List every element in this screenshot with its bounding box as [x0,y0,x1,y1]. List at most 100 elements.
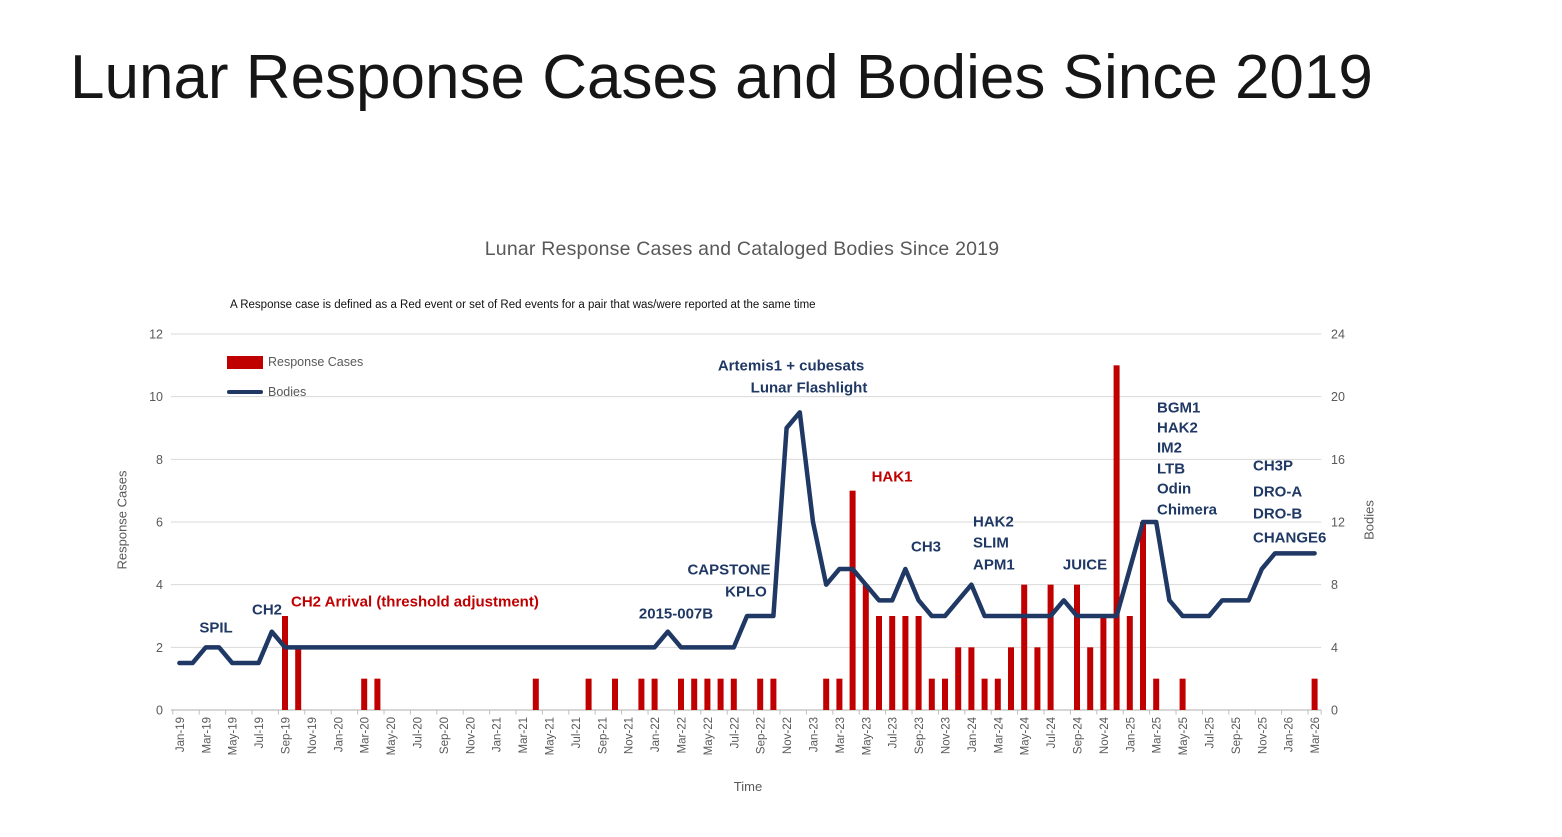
x-axis-tick-label: Jan-25 [1125,717,1137,752]
x-axis-tick-label: Sep-19 [281,717,293,754]
x-axis-tick-label: Mar-23 [835,717,847,753]
x-axis-tick-label: Mar-22 [677,717,689,753]
right-axis-tick-label: 16 [1331,453,1345,467]
chart-annotation: KPLO [725,583,767,601]
response-cases-bar [836,678,843,710]
x-axis-tick-label: Jan-22 [650,717,662,752]
chart-legend: Response Cases Bodies [227,355,363,399]
chart-annotation: Odin [1157,480,1192,498]
response-cases-bar [1034,647,1041,710]
response-cases-bar [955,647,962,710]
chart-annotation: APM1 [973,556,1015,574]
x-axis-tick-label: Sep-22 [756,717,768,754]
left-axis-tick-label: 10 [149,390,163,404]
response-cases-bar [994,678,1001,710]
right-axis-tick-label: 20 [1331,390,1345,404]
response-cases-bar [849,490,856,710]
chart-annotation: 2015-007B [638,605,714,623]
legend-item-response-cases: Response Cases [227,355,363,369]
right-axis-tick-label: 4 [1331,641,1338,655]
right-axis-tick-label: 24 [1331,328,1345,342]
response-cases-bar [823,678,830,710]
chart-annotation: CH2 Arrival (threshold adjustment) [291,593,539,611]
x-axis-tick-label: Jul-21 [571,717,583,748]
x-axis-tick-label: Nov-24 [1099,716,1111,754]
left-axis-title: Response Cases [114,470,130,570]
chart-annotation: HAK2 [973,513,1014,531]
x-axis-tick-label: Mar-25 [1152,717,1164,753]
chart-annotation: DRO-A [1253,483,1303,501]
x-axis-tick-label: May-20 [386,717,398,755]
chart-annotation: IM2 [1157,439,1183,457]
right-axis-tick-label: 8 [1331,578,1338,592]
response-cases-bar [691,678,698,710]
response-cases-bar [1126,616,1133,710]
x-axis-tick-label: Sep-20 [439,717,451,754]
x-axis-tick-label: Mar-20 [360,717,372,753]
x-axis-tick-label: Jul-22 [729,717,741,748]
response-cases-bar [1100,616,1107,710]
response-cases-bar [1140,522,1146,710]
x-axis-tick-label: Jan-19 [175,717,187,752]
response-cases-bar [612,678,618,710]
x-axis-tick-label: Jul-24 [1046,716,1058,748]
response-cases-bar [1047,584,1054,710]
x-axis-tick-label: Mar-21 [518,717,530,753]
x-axis-tick-label: May-24 [1020,716,1032,755]
response-cases-bar [651,678,658,710]
x-axis-tick-label: Sep-24 [1073,716,1085,754]
response-cases-bar [1153,678,1160,710]
response-cases-bar [295,647,302,710]
x-axis-tick-label: May-22 [703,717,715,755]
left-axis-tick-label: 8 [156,453,163,467]
chart-note: A Response case is defined as a Red even… [230,299,816,311]
response-cases-bar [1087,647,1094,710]
response-cases-bar [704,678,711,710]
x-axis-tick-label: Jan-21 [492,717,504,752]
response-cases-bar [889,616,896,710]
right-axis-tick-label: 0 [1331,704,1338,718]
x-axis-tick-label: Jul-19 [254,717,266,748]
x-axis-tick-label: Jan-23 [809,717,821,752]
chart-annotation: CH3P [1253,457,1294,475]
legend-item-bodies: Bodies [227,385,363,399]
response-cases-bar [532,678,539,710]
response-cases-bar [876,616,882,710]
response-cases-bar [915,616,922,710]
response-cases-bar [361,678,368,710]
response-cases-bar [1021,584,1028,710]
chart-annotation: CH2 [251,601,283,619]
chart-annotation: SPIL [199,619,233,637]
response-cases-bar [1074,584,1080,710]
response-cases-bar [282,616,288,710]
line-swatch-icon [227,389,263,395]
x-axis-tick-label: Nov-19 [307,717,319,754]
right-axis-title: Bodies [1361,500,1377,540]
legend-label: Response Cases [268,355,364,369]
chart-annotation: CHANGE6 [1253,529,1327,547]
x-axis-tick-label: Mar-19 [201,717,213,753]
response-cases-bar [942,678,948,710]
right-axis-tick-label: 12 [1331,516,1345,530]
response-cases-bar [862,584,869,710]
chart-annotation: LTB [1157,460,1186,478]
chart-title: Lunar Response Cases and Cataloged Bodie… [484,238,1000,260]
left-axis-tick-label: 6 [156,516,163,530]
response-cases-bar [1113,365,1120,710]
left-axis-tick-label: 2 [156,641,163,655]
bodies-line [177,410,1317,666]
response-cases-bar [717,678,724,710]
response-cases-bar [1311,678,1318,710]
x-axis-tick-label: Mar-24 [993,716,1005,753]
page-title: Lunar Response Cases and Bodies Since 20… [70,43,1373,112]
x-axis-tick-label: Jul-20 [413,717,425,748]
left-axis-tick-label: 4 [156,578,163,592]
legend-label: Bodies [268,385,307,399]
x-axis-tick-label: May-23 [861,717,873,755]
x-axis-tick-label: Sep-23 [914,717,926,754]
response-cases-bar [757,678,764,710]
x-axis-tick-label: Nov-23 [941,717,953,754]
response-cases-bar [678,678,684,710]
x-axis-tick-label: Mar-26 [1310,717,1322,753]
chart-annotation: CAPSTONE [687,561,771,579]
